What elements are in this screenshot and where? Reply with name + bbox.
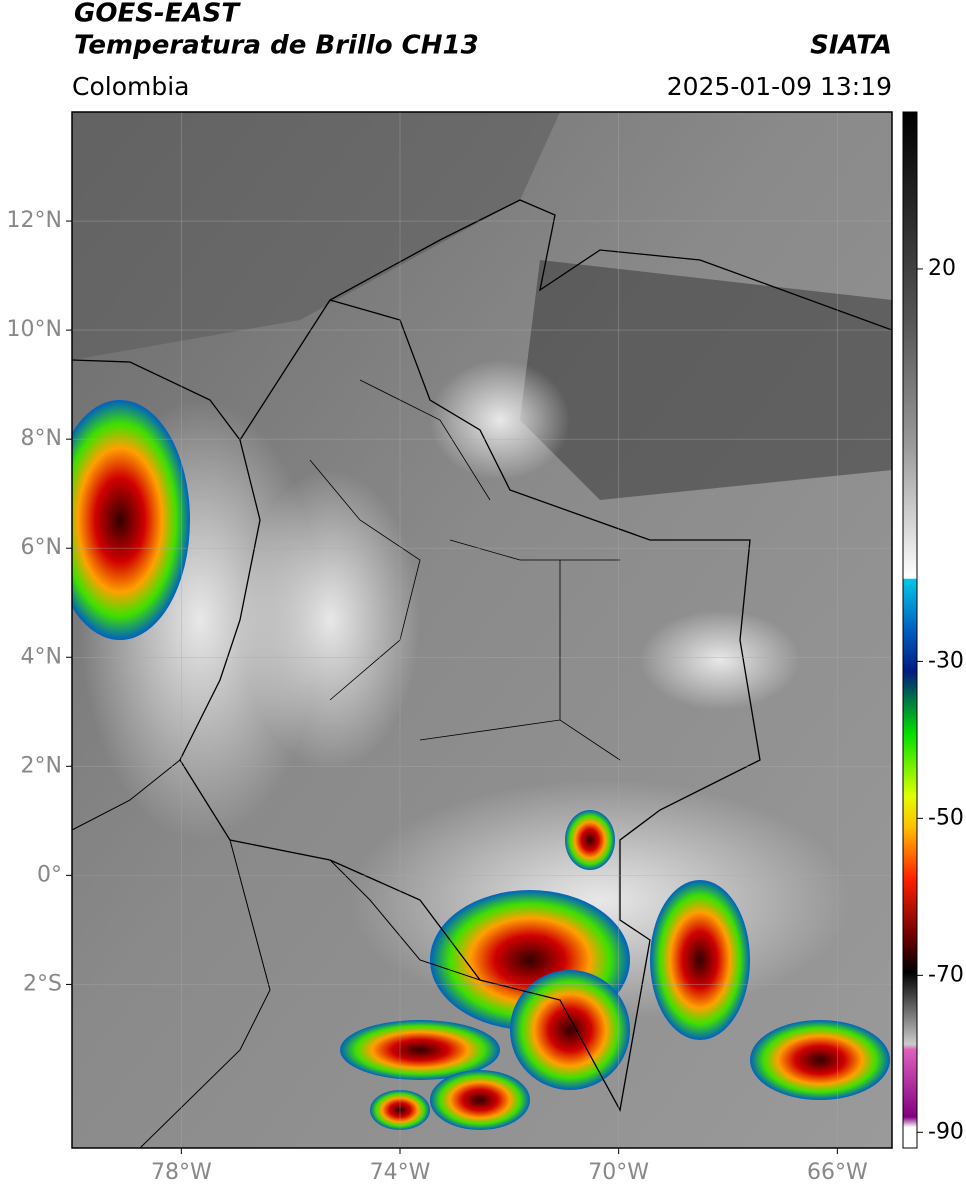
- lat-label: 4°N: [21, 644, 62, 669]
- lat-label: 0°: [37, 862, 62, 887]
- colorbar-label: 20: [928, 256, 956, 281]
- colorbar-label: -90: [928, 1119, 964, 1144]
- satellite-image: [72, 112, 892, 1148]
- map-frame: [71, 111, 893, 1149]
- region: Colombia: [72, 72, 189, 101]
- colorbar-label: -70: [928, 962, 964, 987]
- lon-label: 78°W: [151, 1160, 212, 1185]
- lat-label: 2°S: [23, 971, 62, 996]
- subtitle: Temperatura de Brillo CH13: [74, 31, 479, 61]
- colorbar: [902, 111, 918, 1149]
- lat-label: 8°N: [21, 426, 62, 451]
- lon-label: 66°W: [807, 1160, 868, 1185]
- lat-label: 6°N: [21, 535, 62, 560]
- colorbar-label: -30: [928, 648, 964, 673]
- colorbar-label: -50: [928, 805, 964, 830]
- title: GOES-EAST: [74, 0, 241, 29]
- lat-label: 2°N: [21, 753, 62, 778]
- graticule: [72, 112, 892, 1148]
- lon-label: 70°W: [588, 1160, 649, 1185]
- timestamp: 2025-01-09 13:19: [667, 72, 892, 101]
- source: SIATA: [810, 31, 892, 61]
- lat-label: 10°N: [7, 317, 62, 342]
- lat-label: 12°N: [7, 208, 62, 233]
- lon-label: 74°W: [370, 1160, 431, 1185]
